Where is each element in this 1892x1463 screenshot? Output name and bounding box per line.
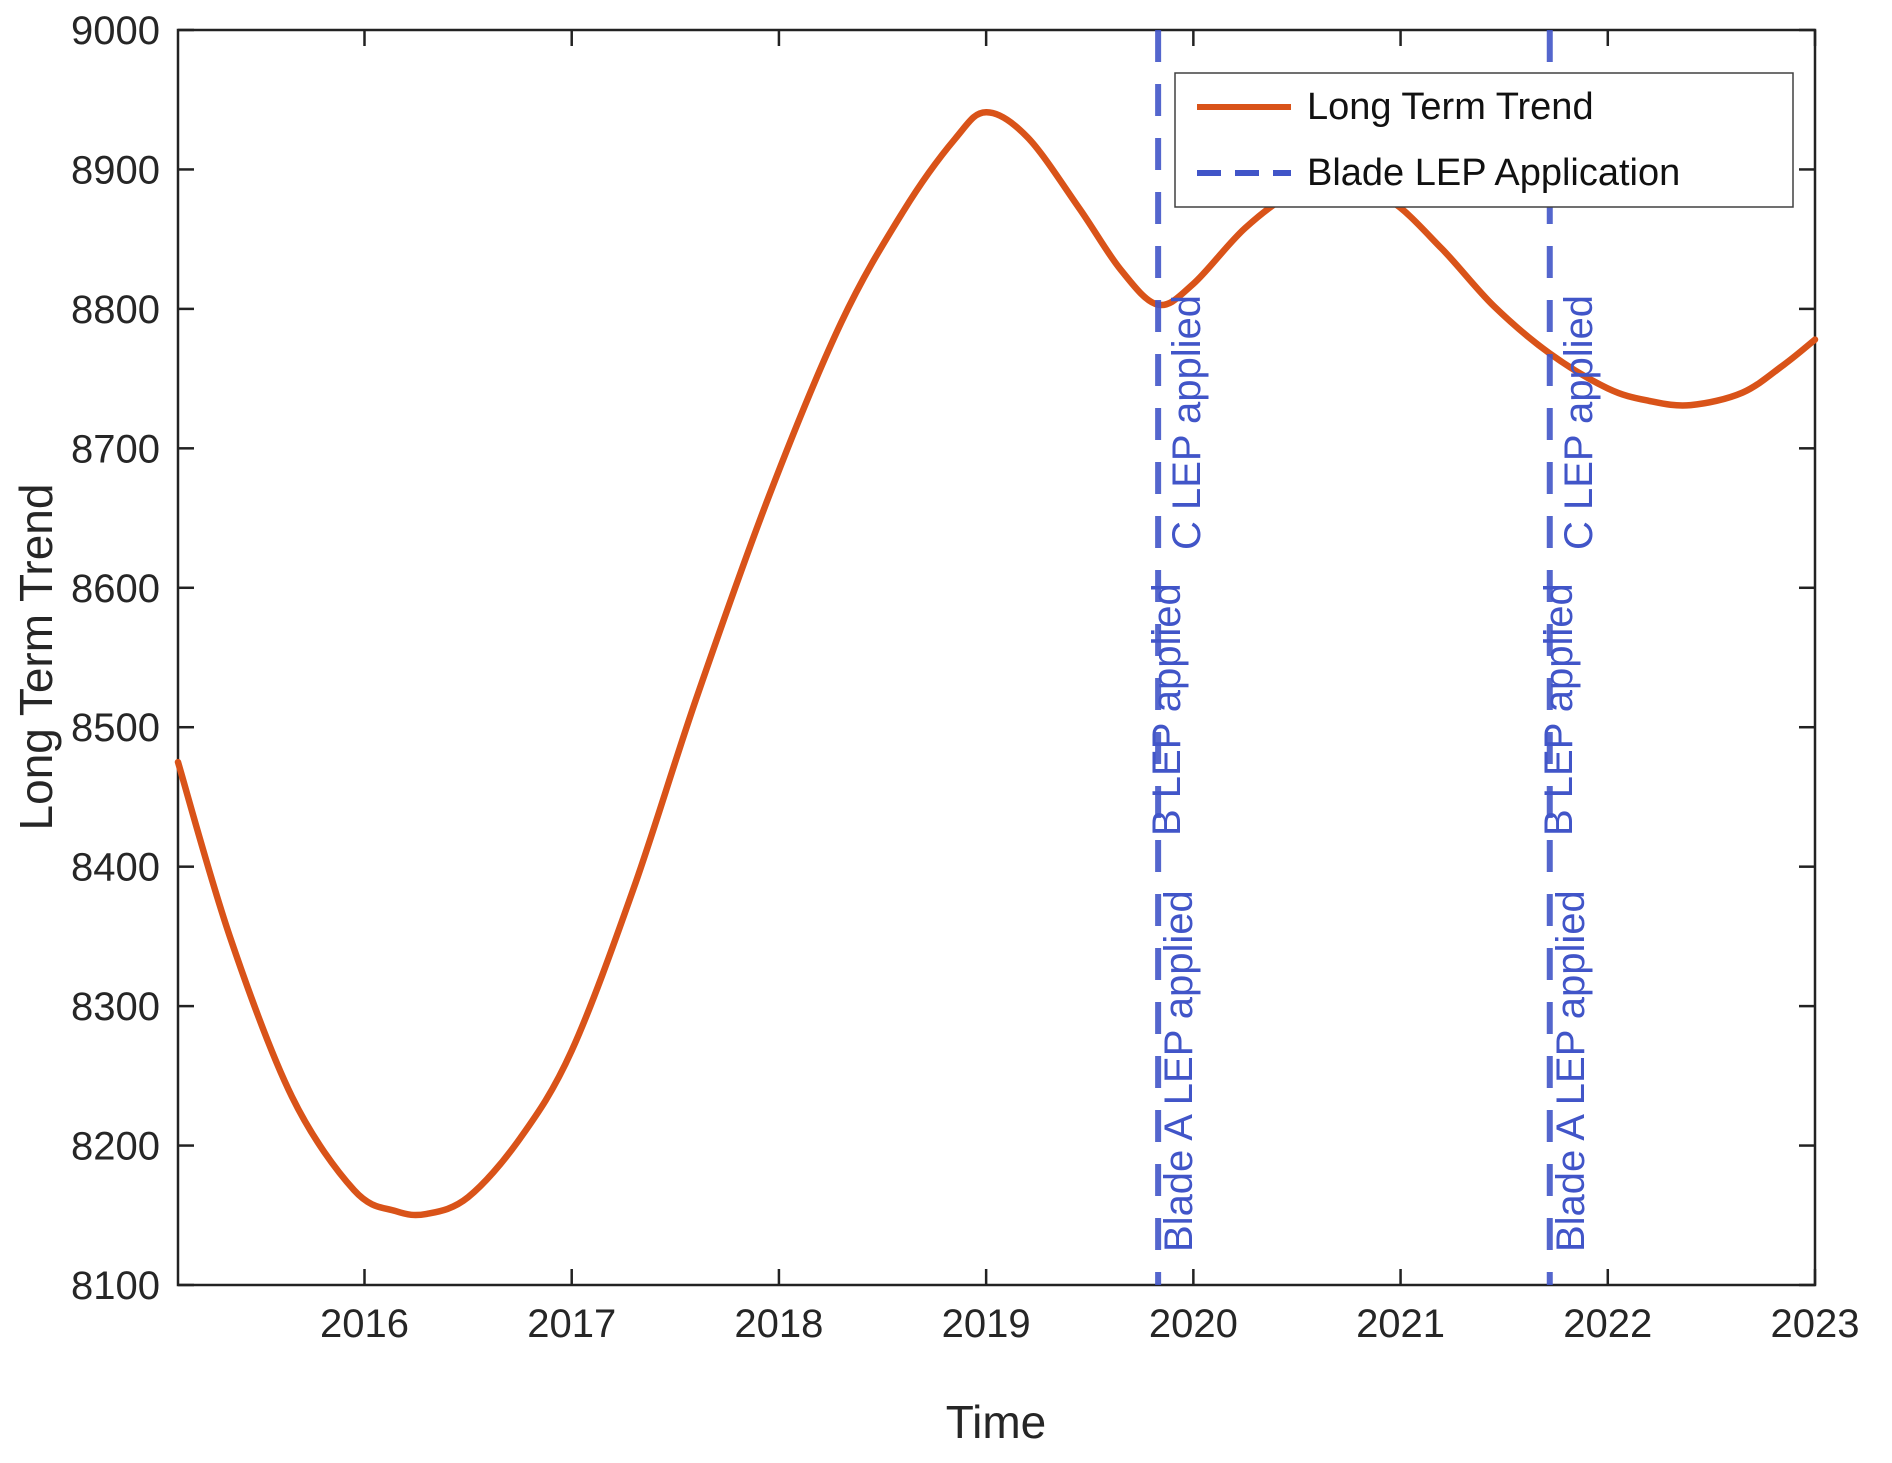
lep-event-annotation: B LEP applied: [1145, 583, 1189, 836]
y-tick-label: 8500: [71, 706, 160, 750]
x-tick-label: 2019: [942, 1302, 1031, 1346]
x-tick-label: 2020: [1149, 1302, 1238, 1346]
lep-event-annotation: C LEP applied: [1165, 295, 1209, 550]
lep-event-annotation: B LEP applied: [1537, 583, 1581, 836]
x-tick-label: 2023: [1771, 1302, 1860, 1346]
x-tick-label: 2017: [527, 1302, 616, 1346]
y-tick-label: 8900: [71, 148, 160, 192]
y-axis-label: Long Term Trend: [10, 484, 62, 831]
x-tick-label: 2018: [734, 1302, 823, 1346]
legend-lep-label: Blade LEP Application: [1307, 152, 1680, 194]
lep-event-annotation: Blade A LEP applied: [1157, 890, 1201, 1252]
x-tick-label: 2021: [1356, 1302, 1445, 1346]
y-tick-label: 8600: [71, 567, 160, 611]
x-tick-label: 2016: [320, 1302, 409, 1346]
y-tick-label: 8400: [71, 846, 160, 890]
y-tick-label: 8100: [71, 1264, 160, 1308]
lep-event-lines: Blade A LEP applied B LEP applied C LEP ap…: [1145, 30, 1601, 1285]
legend-trend-label: Long Term Trend: [1307, 86, 1594, 128]
axes-box: [176, 28, 1817, 1287]
tick-marks: [178, 28, 1817, 1287]
y-tick-label: 8800: [71, 288, 160, 332]
y-tick-label: 9000: [71, 9, 160, 53]
y-tick-label: 8700: [71, 427, 160, 471]
lep-event-annotation: C LEP applied: [1557, 295, 1601, 550]
lep-event-annotation: Blade A LEP applied: [1549, 890, 1593, 1252]
trend-line-series: [174, 109, 1819, 1219]
trend-line: [174, 109, 1819, 1219]
x-axis-label: Time: [946, 1396, 1047, 1448]
tick-labels: 2016 2017 2018 2019 2020 2021 2022 2023 8100 8200…: [71, 9, 1859, 1346]
x-tick-label: 2022: [1563, 1302, 1652, 1346]
legend: Long Term Trend Blade LEP Application: [1174, 72, 1794, 208]
legend-box: [1174, 72, 1794, 208]
y-tick-label: 8200: [71, 1125, 160, 1169]
y-tick-label: 8300: [71, 985, 160, 1029]
